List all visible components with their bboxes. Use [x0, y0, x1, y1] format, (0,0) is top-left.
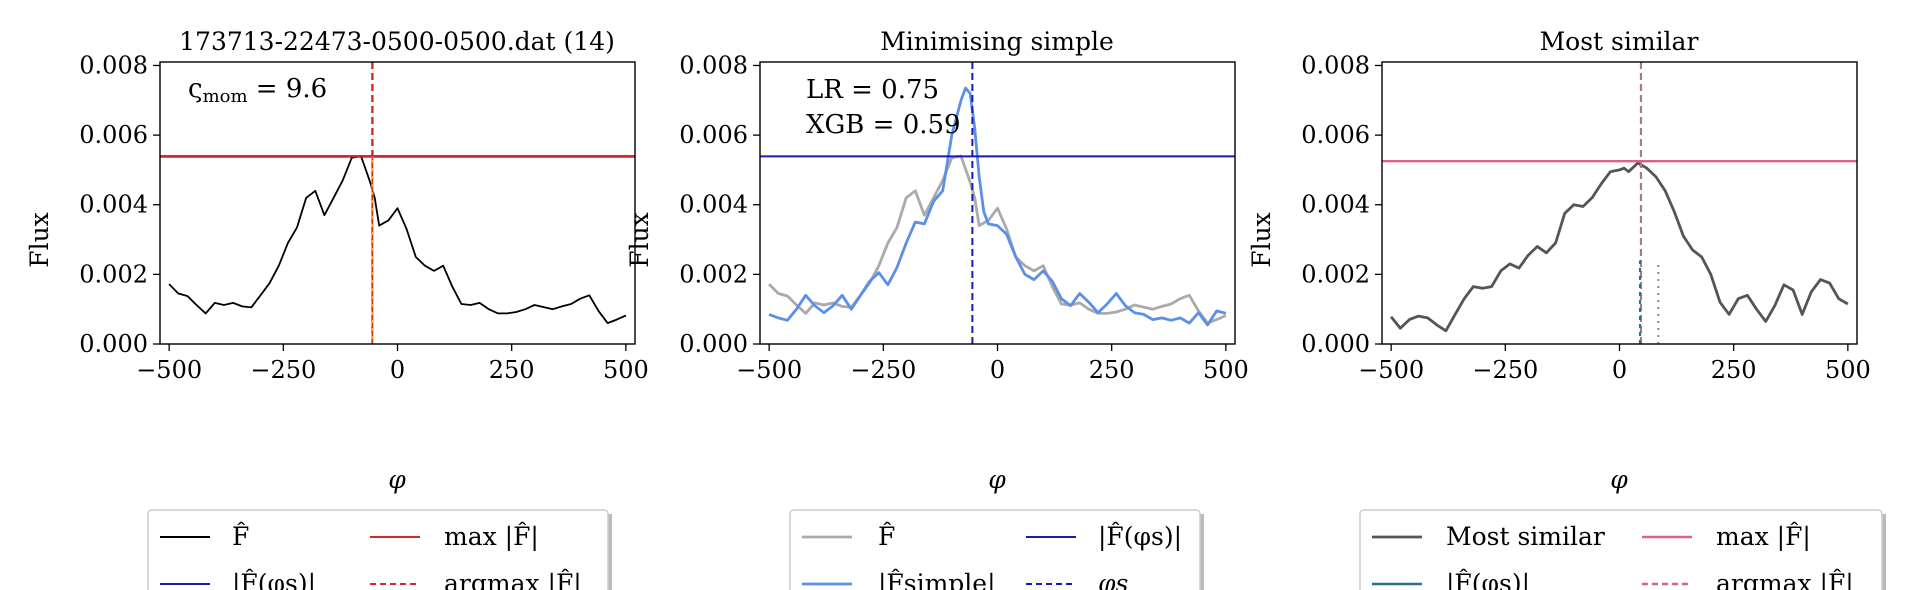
y-tick-label: 0.006	[1301, 121, 1370, 149]
legend-label: |F̂simple|	[878, 569, 996, 590]
series-line	[768, 86, 1227, 327]
panel-title: Minimising simple	[880, 27, 1114, 56]
y-tick-label: 0.002	[1301, 260, 1370, 288]
y-tick-label: 0.004	[79, 191, 148, 219]
y-axis-label: Flux	[25, 212, 54, 268]
x-axis-label: φ	[988, 465, 1006, 494]
x-tick-label: 500	[603, 356, 649, 384]
legend-label: φs	[1098, 569, 1128, 590]
x-tick-label: 500	[1203, 356, 1249, 384]
series-line	[168, 155, 627, 324]
x-tick-label: −250	[1472, 356, 1538, 384]
y-tick-label: 0.006	[679, 121, 748, 149]
x-tick-label: 0	[990, 356, 1005, 384]
x-tick-label: 0	[1612, 356, 1627, 384]
annotation-sigma: ςmom = 9.6	[188, 74, 327, 107]
y-tick-label: 0.002	[679, 260, 748, 288]
y-tick-label: 0.006	[79, 121, 148, 149]
plot-area	[160, 62, 635, 344]
y-axis-label: Flux	[1247, 212, 1276, 268]
legend-frame	[147, 509, 609, 590]
annotation-lr: LR = 0.75	[806, 75, 939, 105]
x-tick-label: −500	[736, 356, 802, 384]
x-tick-label: 250	[1089, 356, 1135, 384]
legend-label: F̂	[232, 522, 249, 551]
panel-most-similar: Most similar −500 −250 0 250 500 0.000 0.002 0.…	[1247, 27, 1886, 590]
y-tick-label: 0.000	[679, 330, 748, 358]
legend-label: argmax |F̂|	[1716, 569, 1854, 590]
y-tick-label: 0.004	[679, 191, 748, 219]
legend: F̂ |F̂(φs)| |F̂simple| φs	[789, 509, 1204, 590]
legend-label: Most similar	[1446, 522, 1605, 551]
legend-label: F̂	[878, 522, 895, 551]
legend-label: |F̂(φs)|	[1446, 569, 1530, 590]
legend-label: argmax |F̂|	[444, 569, 582, 590]
x-tick-label: −250	[250, 356, 316, 384]
legend-label: max |F̂|	[444, 522, 539, 552]
x-tick-label: −500	[136, 356, 202, 384]
plot-area	[760, 62, 1235, 344]
panel-simple-fit: 173713-22473-0500-0500.dat (14) −500 −250…	[25, 27, 649, 590]
panel-minimising-simple: Minimising simple −500 −250 0 250 500 0.000 0.…	[625, 27, 1249, 590]
x-tick-label: 500	[1825, 356, 1871, 384]
series-line	[1390, 161, 1849, 333]
x-axis-label: φ	[1610, 465, 1628, 494]
legend-label: max |F̂|	[1716, 522, 1811, 552]
panel-title: Most similar	[1540, 27, 1699, 56]
y-tick-label: 0.008	[79, 51, 148, 79]
x-tick-label: 0	[390, 356, 405, 384]
y-tick-label: 0.008	[1301, 51, 1370, 79]
legend-label: |F̂(φs)|	[232, 569, 316, 590]
legend: F̂ max |F̂| |F̂(φs)| argmax |F̂|	[147, 509, 612, 590]
legend-frame	[789, 509, 1201, 590]
annotation-xgb: XGB = 0.59	[806, 110, 961, 140]
legend-frame	[1359, 509, 1883, 590]
y-axis-label: Flux	[625, 212, 654, 268]
x-axis-label: φ	[388, 465, 406, 494]
y-tick-label: 0.002	[79, 260, 148, 288]
legend-label: |F̂(φs)|	[1098, 522, 1182, 552]
legend: Most similar max |F̂| |F̂(φs)| argmax |F…	[1359, 509, 1886, 590]
plot-area	[1382, 62, 1857, 344]
x-tick-label: −500	[1358, 356, 1424, 384]
y-tick-label: 0.000	[1301, 330, 1370, 358]
x-tick-label: 250	[1711, 356, 1757, 384]
panel-title: 173713-22473-0500-0500.dat (14)	[179, 27, 615, 56]
x-tick-label: −250	[850, 356, 916, 384]
y-tick-label: 0.008	[679, 51, 748, 79]
x-tick-label: 250	[489, 356, 535, 384]
series-line	[768, 154, 1227, 325]
y-tick-label: 0.004	[1301, 191, 1370, 219]
y-tick-label: 0.000	[79, 330, 148, 358]
